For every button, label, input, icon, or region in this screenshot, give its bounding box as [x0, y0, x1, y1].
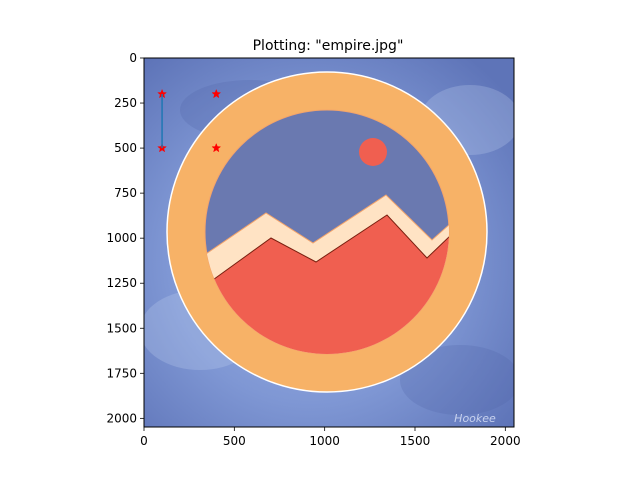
x-tick-label: 0 — [140, 434, 148, 448]
x-axis-ticks: 0 500 1000 1500 2000 — [140, 427, 521, 448]
mountain — [205, 214, 449, 354]
axes-frame — [143, 57, 515, 428]
y-tick-label: 2000 — [106, 411, 137, 425]
y-tick-label: 1500 — [106, 321, 137, 335]
y-tick-label: 500 — [114, 141, 137, 155]
y-tick-label: 1750 — [106, 366, 137, 380]
star-marker — [211, 142, 222, 153]
star-marker — [211, 88, 222, 99]
y-tick-label: 250 — [114, 96, 137, 110]
y-tick-label: 750 — [114, 186, 137, 200]
image-display: Hookee — [144, 58, 514, 427]
x-tick-label: 1000 — [309, 434, 340, 448]
plot-title: Plotting: "empire.jpg" — [253, 38, 404, 54]
sun — [359, 138, 387, 166]
x-tick-label: 2000 — [490, 434, 521, 448]
y-tick-label: 1000 — [106, 231, 137, 245]
y-tick-label: 0 — [129, 51, 137, 65]
y-tick-label: 1250 — [106, 276, 137, 290]
x-tick-label: 1500 — [400, 434, 431, 448]
x-tick-label: 500 — [223, 434, 246, 448]
watermark: Hookee — [454, 412, 496, 425]
landscape — [205, 194, 449, 354]
y-axis-ticks: 0 250 500 750 1000 1250 1500 1750 2000 — [106, 51, 144, 425]
plot-data — [157, 88, 222, 153]
